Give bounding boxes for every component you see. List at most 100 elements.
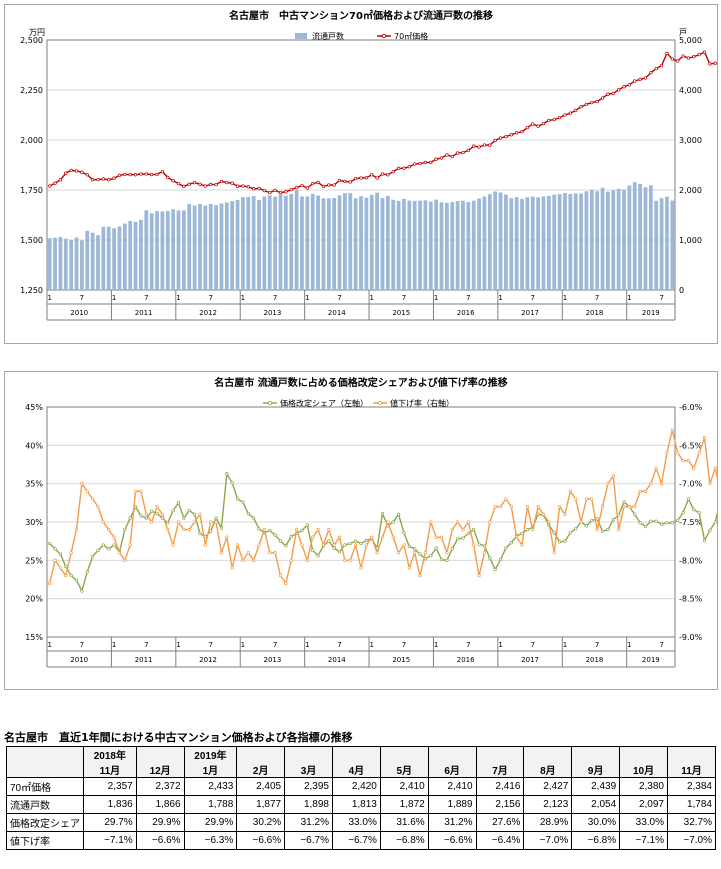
data-point bbox=[557, 115, 562, 120]
data-point bbox=[90, 497, 95, 501]
data-point bbox=[418, 552, 422, 556]
data-point bbox=[284, 190, 288, 194]
data-point bbox=[128, 516, 132, 520]
table-year-row: 2018年 2019年 bbox=[6, 746, 716, 762]
bar bbox=[321, 198, 326, 290]
left-tick-label: 45% bbox=[25, 403, 43, 412]
month-tick-label: 1 bbox=[305, 641, 309, 649]
data-point bbox=[654, 466, 658, 470]
data-point bbox=[209, 520, 213, 524]
right-tick-label: -7.5% bbox=[679, 518, 703, 527]
data-point bbox=[450, 528, 454, 532]
bar bbox=[498, 192, 503, 290]
table-cell: 2,410 bbox=[427, 777, 477, 796]
data-point bbox=[531, 528, 535, 532]
month-tick-label: 7 bbox=[337, 294, 341, 302]
year-label: 2011 bbox=[135, 656, 153, 664]
month-tick-label: 7 bbox=[595, 641, 599, 649]
series-line bbox=[49, 471, 721, 593]
table-cell: 2,395 bbox=[284, 777, 333, 796]
bar bbox=[246, 196, 251, 290]
data-point bbox=[616, 528, 621, 532]
legend-label: 70㎡価格 bbox=[394, 31, 428, 41]
data-point bbox=[643, 76, 648, 80]
month-tick-label: 7 bbox=[144, 294, 148, 302]
series-line bbox=[49, 51, 716, 194]
bar bbox=[573, 193, 578, 290]
data-point bbox=[531, 122, 535, 126]
data-point bbox=[58, 566, 63, 570]
data-point bbox=[343, 558, 347, 562]
data-point bbox=[278, 574, 283, 578]
data-point bbox=[241, 558, 245, 562]
data-point bbox=[488, 143, 492, 147]
bar bbox=[557, 194, 562, 290]
data-point bbox=[235, 184, 240, 188]
data-point bbox=[536, 124, 540, 128]
data-point bbox=[633, 79, 637, 83]
data-point bbox=[713, 61, 717, 65]
table-row-label: 70㎡価格 bbox=[6, 777, 84, 796]
bar bbox=[654, 200, 659, 290]
data-point bbox=[659, 482, 664, 486]
bar bbox=[278, 194, 283, 290]
bar bbox=[171, 209, 176, 290]
bar bbox=[273, 196, 277, 290]
data-point bbox=[627, 505, 632, 509]
data-point bbox=[482, 551, 487, 555]
data-point bbox=[128, 172, 132, 177]
data-point bbox=[101, 543, 106, 547]
data-point bbox=[316, 554, 320, 558]
bar bbox=[192, 205, 197, 290]
data-point bbox=[600, 529, 605, 533]
data-point bbox=[343, 543, 347, 547]
data-point bbox=[262, 528, 267, 532]
data-point bbox=[622, 505, 626, 509]
data-point bbox=[364, 543, 369, 547]
month-tick-label: 7 bbox=[208, 641, 212, 649]
bar bbox=[375, 192, 379, 290]
bar bbox=[122, 223, 127, 290]
data-point bbox=[402, 543, 406, 547]
data-point bbox=[402, 531, 406, 535]
data-point bbox=[85, 173, 89, 177]
table-cell: −6.6% bbox=[427, 831, 477, 850]
table-month-header: 2月 bbox=[236, 762, 286, 778]
month-tick-label: 7 bbox=[273, 641, 277, 649]
data-point bbox=[96, 505, 100, 509]
bar bbox=[294, 190, 299, 290]
table-cell: 2,427 bbox=[523, 777, 573, 796]
table-month-header: 9月 bbox=[571, 762, 621, 778]
bar bbox=[369, 194, 374, 290]
data-point bbox=[74, 528, 79, 532]
data-point bbox=[498, 136, 503, 140]
bar bbox=[659, 198, 664, 290]
bar bbox=[466, 202, 471, 290]
data-point bbox=[150, 172, 154, 177]
data-point bbox=[90, 178, 95, 182]
data-point bbox=[155, 505, 159, 509]
data-point bbox=[214, 182, 218, 187]
table-year-header bbox=[427, 746, 477, 762]
data-point bbox=[53, 547, 57, 551]
right-tick-label: 3,000 bbox=[679, 136, 702, 145]
data-point bbox=[391, 535, 395, 539]
table-cell: 33.0% bbox=[331, 813, 381, 832]
data-point bbox=[123, 528, 127, 532]
bar bbox=[310, 193, 315, 290]
table-cell: −7.0% bbox=[667, 831, 716, 850]
data-point bbox=[568, 111, 572, 115]
data-point bbox=[375, 551, 379, 555]
bar bbox=[74, 237, 79, 290]
data-point bbox=[563, 113, 567, 117]
data-point bbox=[509, 541, 513, 545]
data-point bbox=[90, 554, 95, 559]
data-point bbox=[541, 512, 546, 516]
data-point bbox=[563, 539, 567, 543]
data-point bbox=[257, 186, 261, 191]
data-point bbox=[702, 436, 707, 440]
data-point bbox=[708, 62, 712, 66]
data-point bbox=[160, 512, 165, 516]
bar bbox=[300, 196, 304, 290]
data-point bbox=[563, 512, 567, 516]
